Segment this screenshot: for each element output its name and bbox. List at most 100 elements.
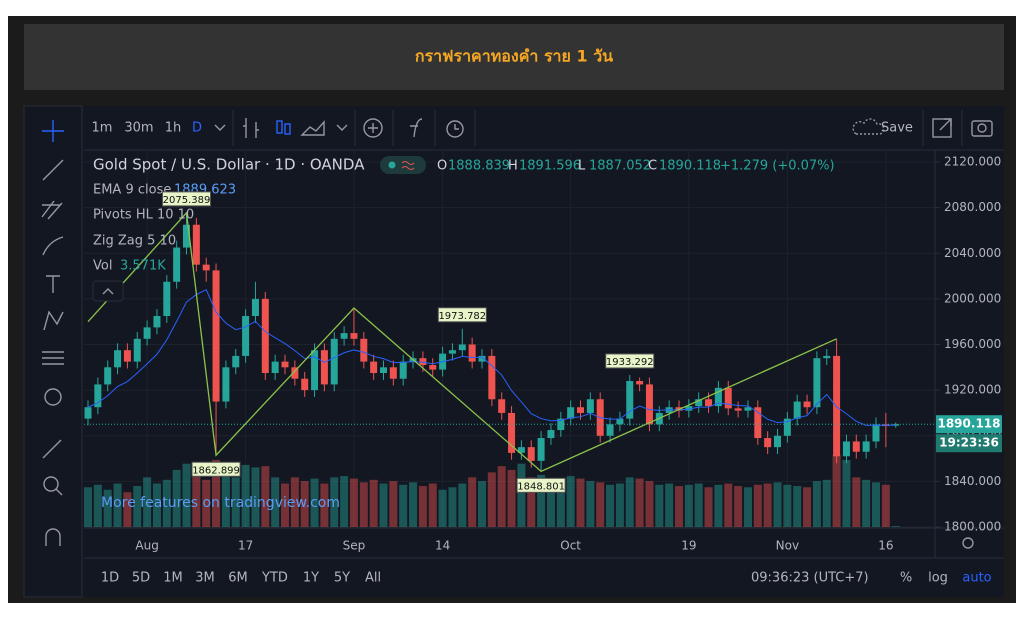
range-button[interactable]: 1M	[163, 571, 183, 586]
range-button[interactable]: 1D	[101, 571, 119, 586]
candle-body	[774, 435, 781, 448]
ohlc-value: 1891.596	[519, 159, 581, 174]
candle-body	[685, 406, 693, 411]
volume-bar	[625, 477, 634, 527]
candle-body	[320, 350, 328, 385]
zigzag-legend: Zig Zag 5 10	[93, 234, 176, 249]
candle-body	[537, 438, 545, 461]
scale-option[interactable]: auto	[962, 571, 991, 586]
scale-option[interactable]: %	[900, 571, 912, 586]
ohlc-prefix: L	[578, 159, 586, 174]
range-button[interactable]: 5Y	[334, 571, 350, 586]
candle-body	[202, 264, 210, 271]
volume-bar	[310, 478, 319, 527]
collapse-icon	[102, 288, 114, 295]
candle-body	[192, 224, 200, 265]
candle-body	[616, 418, 624, 425]
interval[interactable]: 1h	[165, 121, 182, 136]
y-tick-label: 1960.000	[944, 337, 1001, 351]
volume-bar	[251, 467, 260, 527]
candle-body	[173, 247, 181, 282]
plot	[84, 211, 935, 527]
volume-bar	[438, 489, 447, 527]
candle-body	[370, 361, 378, 374]
toolbar-icons[interactable]	[214, 118, 993, 138]
countdown-tag	[936, 434, 1002, 453]
x-tick-label: Oct	[560, 539, 581, 553]
volume-bar	[290, 477, 299, 527]
scale-option[interactable]: log	[928, 571, 948, 586]
vol-legend: Vol	[93, 259, 112, 274]
candle-body	[291, 367, 299, 379]
volume-bar	[586, 481, 595, 527]
ema-line	[87, 289, 896, 426]
candle-body	[547, 430, 555, 439]
range-button[interactable]: All	[365, 571, 381, 586]
ohlc-prefix: O	[437, 159, 447, 174]
range-button[interactable]: 6M	[228, 571, 248, 586]
volume-bar	[556, 482, 565, 527]
drawing-tools[interactable]	[41, 120, 64, 546]
range-button[interactable]: YTD	[261, 571, 288, 586]
volume-bar	[418, 486, 427, 527]
collapse-button[interactable]	[92, 280, 124, 302]
candle-body	[488, 355, 496, 400]
volume-bar	[763, 483, 772, 527]
candle-body	[872, 424, 880, 442]
volume-bar	[172, 469, 181, 527]
x-tick-label: Aug	[135, 539, 158, 553]
watermark[interactable]: More features on tradingview.com	[101, 495, 340, 511]
candle-body	[281, 361, 289, 368]
volume-bar	[694, 483, 703, 527]
interval[interactable]: 30m	[124, 121, 153, 136]
range-button[interactable]: 5D	[132, 571, 150, 586]
volume-bar	[271, 477, 280, 527]
candle-body	[862, 441, 870, 452]
range-button[interactable]: 1Y	[303, 571, 319, 586]
candle-body	[823, 355, 831, 359]
page-title: กราฟราคาทองคำ ราย 1 วัน	[415, 47, 613, 66]
volume-bar	[84, 487, 92, 527]
x-tick-label: 16	[878, 539, 893, 553]
candle-body	[478, 355, 486, 362]
volume-bar	[389, 481, 398, 527]
range-button[interactable]: 3M	[195, 571, 215, 586]
pivot-label-box	[437, 307, 487, 323]
volume-bar	[566, 476, 575, 527]
interval[interactable]: 1m	[92, 121, 113, 136]
settings-icon[interactable]	[962, 537, 974, 549]
candle-body	[636, 381, 644, 385]
candle-body	[557, 418, 565, 431]
volume-bar	[320, 483, 329, 527]
interval-active[interactable]: D	[192, 121, 202, 136]
candle-body	[606, 424, 614, 436]
volume-bar	[606, 484, 615, 527]
candle-body	[842, 441, 850, 457]
volume-bar	[162, 479, 171, 527]
candle-body	[330, 338, 338, 385]
save-button[interactable]: Save	[881, 121, 913, 136]
candle-body	[360, 338, 368, 362]
volume-bar	[241, 464, 250, 527]
volume-bar	[773, 482, 782, 527]
volume-bar	[458, 483, 467, 527]
overlay: Gold Spot / U.S. Dollar · 1D · OANDA EMA…	[92, 155, 1002, 553]
candle-body	[429, 365, 437, 370]
volume-bar	[182, 463, 191, 527]
volume-bar	[803, 487, 812, 527]
pivot-label-box	[162, 191, 211, 207]
candle-body	[340, 333, 348, 339]
y-tick-label: 2080.000	[944, 200, 1001, 214]
volume-bar	[192, 473, 201, 527]
pivot-label: 1933.292	[606, 357, 654, 368]
candle-body	[852, 441, 860, 452]
candle-body	[419, 358, 427, 366]
candle-body	[754, 407, 762, 439]
volume-bar	[340, 476, 349, 527]
volume-bar	[872, 482, 880, 527]
bottom-bar: 1D 5D 1M 3M 6M YTD 1Y 5Y All 09:36:23 (UTC+7)% log…	[101, 571, 992, 586]
y-tick-label: 1840.000	[944, 474, 1001, 488]
toolbar-separators	[232, 110, 963, 146]
volume-bar	[379, 483, 388, 527]
candle-body	[271, 361, 279, 374]
